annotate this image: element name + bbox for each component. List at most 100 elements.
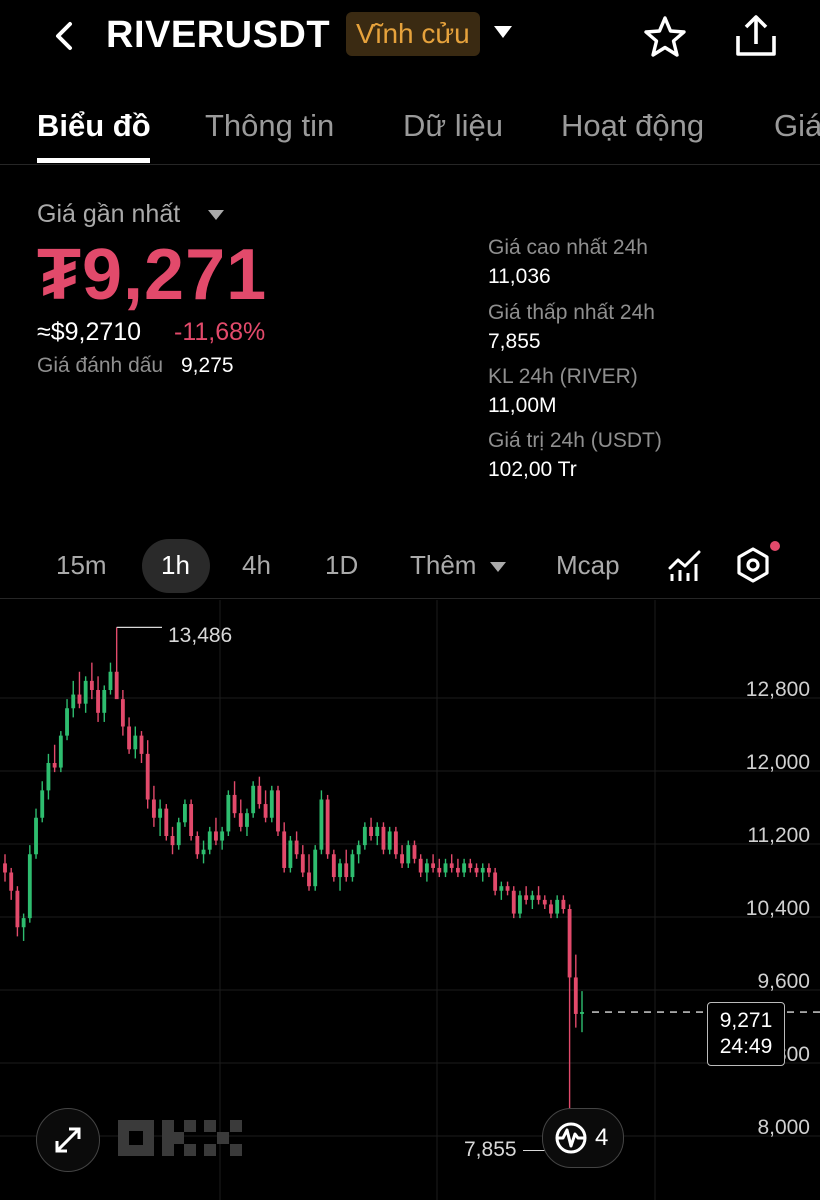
tab-info[interactable]: Thông tin <box>205 108 335 143</box>
hexagon-settings-icon <box>737 547 769 583</box>
stat-low-value: 7,855 <box>488 330 541 353</box>
tab-data[interactable]: Dữ liệu <box>403 108 504 143</box>
chevron-left-icon <box>56 22 72 50</box>
candle-body <box>325 799 330 855</box>
candle-body <box>34 817 38 855</box>
candle-body <box>102 690 107 713</box>
candle-body <box>412 845 417 859</box>
fullscreen-button[interactable] <box>36 1108 100 1172</box>
symbol-title[interactable]: RIVERUSDT <box>106 14 331 56</box>
share-icon <box>736 15 776 56</box>
candle-body <box>127 726 132 750</box>
low-price-marker: 7,855 <box>464 1138 517 1161</box>
candle-body <box>338 863 342 878</box>
share-button[interactable] <box>732 12 780 60</box>
candle-body <box>362 826 367 846</box>
candlestick-chart[interactable] <box>0 600 820 1200</box>
candle-body <box>158 808 163 818</box>
candle-body <box>170 836 175 846</box>
candle-body <box>232 794 237 814</box>
y-tick-label: 12,800 <box>745 678 810 701</box>
caret-down-icon[interactable] <box>208 210 224 220</box>
candle-body <box>96 690 100 713</box>
candle-body <box>462 863 467 873</box>
tab-price[interactable]: Giá <box>774 108 820 143</box>
candle-body <box>3 863 7 873</box>
candle-body <box>400 854 404 864</box>
y-tick-label: 8,000 <box>757 1116 810 1139</box>
candle-body <box>567 909 572 978</box>
candle-body <box>164 808 169 836</box>
favorite-button[interactable] <box>642 14 688 60</box>
candle-body <box>83 680 88 704</box>
candle-body <box>369 826 373 836</box>
candle-body <box>542 899 547 905</box>
candle-body <box>356 845 361 855</box>
candle-body <box>251 785 256 814</box>
candle-body <box>518 895 522 914</box>
timeframe-active-pill <box>142 539 210 593</box>
tab-chart[interactable]: Biểu đồ <box>37 108 151 143</box>
candle-body <box>437 867 442 873</box>
caret-down-icon[interactable] <box>490 562 506 572</box>
y-tick-label: 9,600 <box>757 970 810 993</box>
price-alert-button[interactable]: 4 <box>542 1108 624 1168</box>
candle-body <box>573 977 578 1014</box>
indicators-button[interactable] <box>668 548 702 582</box>
contract-type-badge: Vĩnh cửu <box>346 12 480 56</box>
timeframe-mcap[interactable]: Mcap <box>556 549 620 580</box>
candle-body <box>530 895 535 900</box>
candle-body <box>195 836 200 855</box>
stat-turnover-label: Giá trị 24h (USDT) <box>488 429 662 452</box>
timeframe-more[interactable]: Thêm <box>410 549 477 580</box>
candle-body <box>468 863 473 868</box>
candle-body <box>257 785 262 805</box>
candle-body <box>151 799 156 818</box>
candle-body <box>89 680 94 690</box>
caret-down-icon[interactable] <box>494 26 512 38</box>
candle-body <box>71 694 76 709</box>
candle-body <box>493 872 498 891</box>
candle-body <box>381 826 386 850</box>
candle-body <box>46 763 51 791</box>
expand-icon <box>55 1127 81 1153</box>
candle-body <box>499 886 504 891</box>
candle-body <box>276 790 280 832</box>
back-button[interactable] <box>50 14 84 58</box>
timeframe-15m[interactable]: 15m <box>56 549 107 580</box>
candle-countdown: 24:49 <box>719 1035 773 1058</box>
active-tab-indicator <box>37 158 150 163</box>
candle-body <box>207 831 212 850</box>
chart-settings-button[interactable] <box>734 546 772 584</box>
candle-body <box>418 858 423 873</box>
candle-body <box>108 671 113 690</box>
candle-body <box>474 867 479 873</box>
timeframe-1h[interactable]: 1h <box>161 549 190 580</box>
candle-body <box>214 831 218 841</box>
notification-dot <box>770 541 780 551</box>
candle-body <box>58 735 63 768</box>
y-tick-label: 12,000 <box>745 751 810 774</box>
candle-body <box>65 708 69 736</box>
high-price-marker: 13,486 <box>168 624 233 647</box>
y-tick-label: 11,200 <box>747 824 810 847</box>
candle-body <box>21 918 26 928</box>
latest-price-label[interactable]: Giá gần nhất <box>37 200 181 228</box>
candle-body <box>139 735 144 754</box>
candle-body <box>424 863 429 873</box>
timeframe-4h[interactable]: 4h <box>242 549 271 580</box>
timeframe-1d[interactable]: 1D <box>325 549 359 580</box>
candle-body <box>511 890 516 914</box>
divider <box>0 164 820 165</box>
usd-equivalent: ≈$9,2710 <box>37 318 142 346</box>
candle-body <box>505 886 510 891</box>
star-icon <box>644 16 686 57</box>
candle-body <box>536 895 541 900</box>
candle-body <box>313 849 318 887</box>
candle-body <box>133 735 138 750</box>
mark-price-value: 9,275 <box>181 354 234 377</box>
candle-body <box>331 854 336 878</box>
mark-price-label: Giá đánh dấu <box>37 354 164 377</box>
candle-body <box>15 890 20 928</box>
tab-activity[interactable]: Hoạt động <box>561 108 705 143</box>
